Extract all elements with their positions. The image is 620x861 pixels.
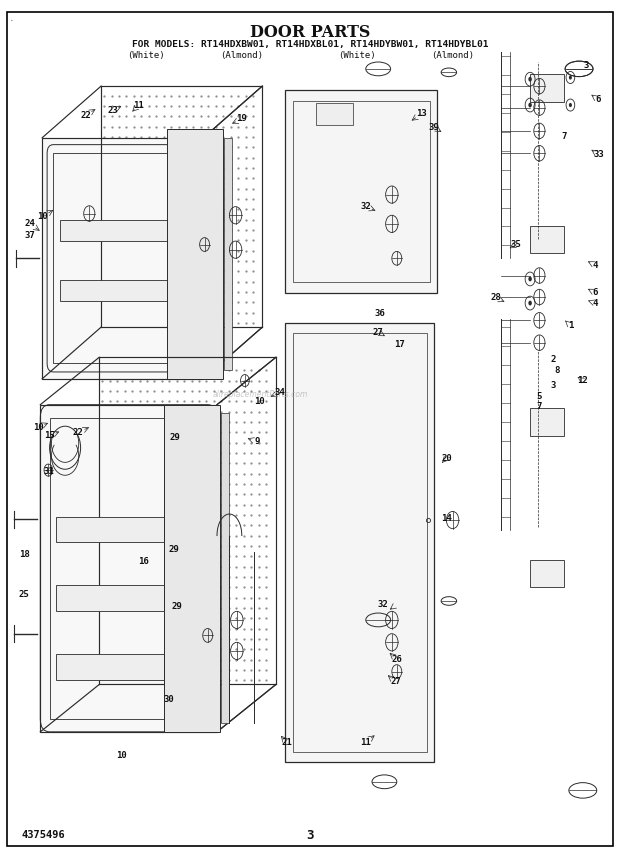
Text: 28: 28: [490, 294, 502, 302]
Text: FOR MODELS: RT14HDXBW01, RT14HDXBL01, RT14HDYBW01, RT14HDYBL01: FOR MODELS: RT14HDXBW01, RT14HDXBL01, RT…: [131, 40, 489, 49]
Circle shape: [528, 276, 532, 282]
Circle shape: [569, 103, 572, 107]
Text: 7: 7: [562, 132, 567, 140]
Bar: [56, 585, 202, 611]
Text: 23: 23: [107, 106, 118, 115]
Bar: [530, 560, 564, 587]
Bar: [316, 103, 353, 125]
Text: 4: 4: [593, 299, 598, 307]
Bar: [167, 129, 223, 379]
Text: 17: 17: [394, 340, 405, 349]
Bar: [285, 90, 437, 293]
Text: ·: ·: [9, 16, 13, 27]
Text: allreplacementParts.com: allreplacementParts.com: [213, 390, 308, 399]
Text: 27: 27: [390, 678, 401, 686]
Text: 39: 39: [428, 123, 440, 132]
Text: 29: 29: [171, 602, 182, 610]
Bar: [56, 517, 202, 542]
Text: 32: 32: [378, 600, 389, 609]
Text: (Almond): (Almond): [431, 51, 474, 59]
Text: 12: 12: [577, 376, 588, 385]
Text: 16: 16: [138, 557, 149, 566]
Text: 30: 30: [163, 695, 174, 703]
Text: 29: 29: [168, 545, 179, 554]
Text: 27: 27: [373, 328, 384, 337]
Text: 19: 19: [236, 115, 247, 123]
Bar: [224, 138, 232, 370]
Bar: [530, 408, 564, 436]
Text: 36: 36: [374, 309, 385, 318]
Text: 35: 35: [510, 240, 521, 249]
Text: 10: 10: [37, 213, 48, 221]
Text: (White): (White): [338, 51, 375, 59]
Text: 4375496: 4375496: [22, 830, 66, 840]
Text: 20: 20: [441, 454, 452, 462]
Text: 10: 10: [254, 397, 265, 406]
Text: 32: 32: [360, 202, 371, 211]
Bar: [221, 413, 229, 723]
Text: 3: 3: [306, 828, 314, 842]
Text: 6: 6: [596, 96, 601, 104]
Text: 3: 3: [551, 381, 556, 390]
Bar: [530, 226, 564, 253]
Text: 9: 9: [255, 437, 260, 446]
Text: 24: 24: [24, 220, 35, 228]
Bar: [530, 74, 564, 102]
Text: 34: 34: [275, 388, 286, 397]
Text: 5: 5: [537, 392, 542, 400]
Text: 31: 31: [43, 468, 54, 476]
Text: 1: 1: [568, 321, 573, 330]
Circle shape: [528, 77, 532, 82]
Text: 33: 33: [593, 151, 604, 159]
Text: (White): (White): [127, 51, 164, 59]
Bar: [40, 405, 217, 732]
Text: 11: 11: [133, 101, 144, 109]
Bar: [164, 405, 220, 732]
Text: (Almond): (Almond): [220, 51, 264, 59]
Text: 11: 11: [360, 738, 371, 746]
Text: 10: 10: [33, 423, 44, 431]
Circle shape: [528, 102, 532, 108]
Bar: [42, 138, 203, 379]
Text: 18: 18: [19, 550, 30, 559]
Bar: [293, 101, 430, 282]
Bar: [293, 333, 427, 752]
Text: 7: 7: [537, 402, 542, 411]
Bar: [56, 654, 202, 680]
Text: 21: 21: [281, 738, 292, 746]
Text: 22: 22: [73, 428, 84, 437]
Text: 8: 8: [554, 366, 559, 375]
Text: 37: 37: [24, 232, 35, 240]
Text: 29: 29: [169, 433, 180, 442]
Bar: [60, 280, 186, 301]
Bar: [60, 220, 186, 241]
Bar: [50, 418, 208, 719]
Bar: [285, 323, 434, 762]
Text: 14: 14: [441, 514, 452, 523]
Text: 22: 22: [80, 111, 91, 120]
Text: 13: 13: [416, 109, 427, 118]
Text: 26: 26: [391, 655, 402, 664]
Text: 4: 4: [593, 261, 598, 269]
Text: 3: 3: [583, 61, 588, 70]
Circle shape: [528, 300, 532, 306]
Text: 2: 2: [551, 356, 556, 364]
Bar: [53, 153, 192, 363]
Text: 25: 25: [18, 590, 29, 598]
Text: DOOR PARTS: DOOR PARTS: [250, 24, 370, 41]
Text: 15: 15: [44, 431, 55, 440]
Text: 6: 6: [593, 288, 598, 297]
Circle shape: [569, 76, 572, 79]
Text: 10: 10: [116, 752, 127, 760]
